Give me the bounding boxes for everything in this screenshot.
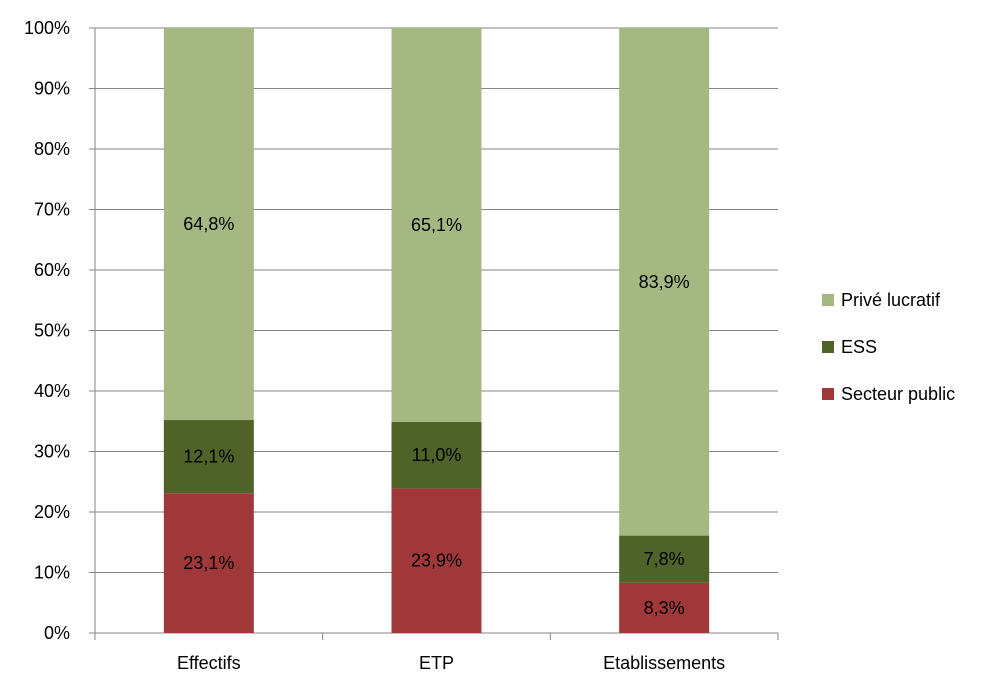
bar-segment	[391, 421, 482, 489]
x-category-label: ETP	[419, 653, 454, 673]
data-label: 12,1%	[183, 447, 234, 467]
y-tick-label: 70%	[34, 200, 70, 220]
y-tick-label: 100%	[24, 18, 70, 38]
legend-swatch	[822, 341, 834, 353]
legend-swatch	[822, 388, 834, 400]
data-label: 23,1%	[183, 553, 234, 573]
y-tick-label: 60%	[34, 260, 70, 280]
y-tick-label: 10%	[34, 563, 70, 583]
data-label: 7,8%	[644, 549, 685, 569]
y-tick-label: 20%	[34, 502, 70, 522]
data-label: 11,0%	[412, 445, 462, 465]
legend-label: Privé lucratif	[841, 290, 941, 310]
legend-label: Secteur public	[841, 384, 955, 404]
bar-segment	[163, 420, 254, 494]
bar-segment	[163, 493, 254, 633]
x-category-label: Etablissements	[603, 653, 725, 673]
data-label: 65,1%	[411, 215, 462, 235]
y-tick-label: 50%	[34, 321, 70, 341]
data-label: 23,9%	[411, 551, 462, 571]
legend: Privé lucratif ESS Secteur public	[822, 290, 955, 404]
bar-segment	[163, 28, 254, 421]
data-label: 64,8%	[183, 214, 234, 234]
y-tick-label: 80%	[34, 139, 70, 159]
y-tick-label: 0%	[44, 623, 70, 643]
data-label: 8,3%	[644, 598, 685, 618]
bar-segment	[619, 28, 710, 536]
y-tick-label: 90%	[34, 79, 70, 99]
legend-swatch	[822, 294, 834, 306]
bars: 23,1% 12,1% 64,8% 23,9% 11,0% 65,1% 8,3% 7,8% 83…	[163, 28, 710, 633]
bar-segment	[619, 582, 710, 633]
y-axis-tick-labels: 0% 10% 20% 30% 40% 50% 60% 70% 80% 90% 100%	[24, 18, 70, 643]
legend-label: ESS	[841, 337, 877, 357]
y-tick-label: 30%	[34, 442, 70, 462]
x-axis-category-labels: Effectifs ETP Etablissements	[177, 653, 725, 673]
x-category-label: Effectifs	[177, 653, 241, 673]
bar-segment	[391, 28, 482, 422]
y-tick-label: 40%	[34, 381, 70, 401]
bar-segment	[619, 535, 710, 583]
bar-segment	[391, 488, 482, 633]
data-label: 83,9%	[639, 272, 690, 292]
